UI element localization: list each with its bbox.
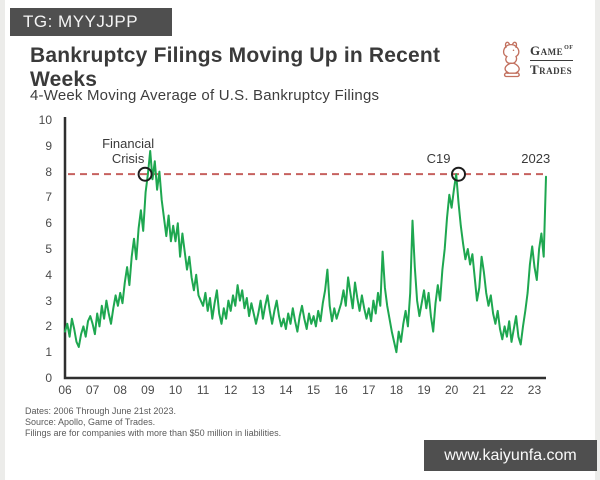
photo-edge-right (595, 0, 600, 480)
logo-divider (530, 59, 574, 61)
footnote-filings: Filings are for companies with more than… (25, 428, 282, 438)
bull-chess-piece-icon (496, 37, 526, 81)
tg-badge: TG: MYYJJPP (10, 8, 172, 36)
footnotes: Dates: 2006 Through June 21st 2023. Sour… (25, 406, 281, 439)
footnote-source: Source: Apollo, Game of Trades. (25, 417, 156, 427)
axes (63, 117, 546, 380)
watermark-badge: www.kaiyunfa.com (424, 440, 597, 471)
chart-subtitle: 4-Week Moving Average of U.S. Bankruptcy… (30, 87, 380, 104)
page-title: Bankruptcy Filings Moving Up in Recent W… (30, 44, 441, 91)
brand-logo: Gameof Trades (496, 37, 574, 81)
brand-logo-text: Gameof Trades (530, 42, 574, 77)
event-marker-circle (137, 166, 153, 182)
footnote-dates: Dates: 2006 Through June 21st 2023. (25, 406, 176, 416)
photo-edge-left (0, 0, 5, 480)
series-line (64, 150, 547, 354)
event-marker-circle (451, 166, 466, 182)
logo-word-of: of (564, 42, 574, 52)
logo-word-game: Gameof (530, 42, 574, 58)
logo-word-trades: Trades (530, 61, 573, 77)
